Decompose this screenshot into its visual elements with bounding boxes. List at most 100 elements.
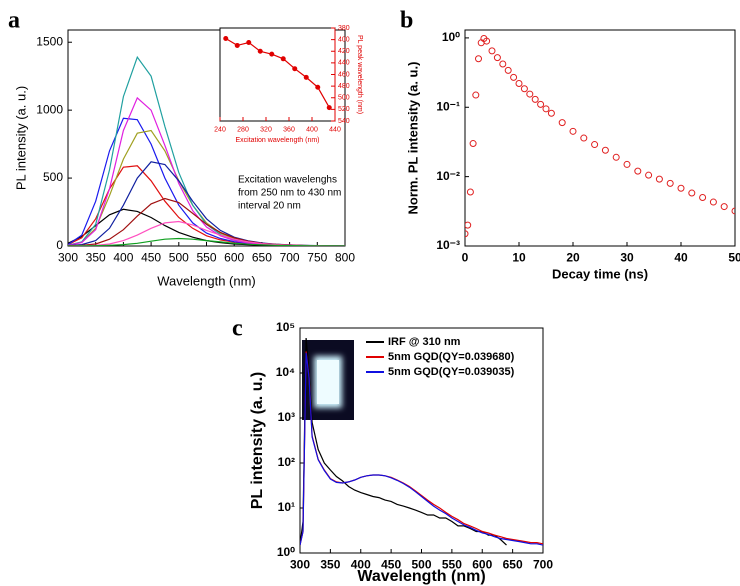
x-tick-label: 280 [237, 127, 249, 134]
data-point [558, 119, 566, 127]
plot-area [465, 35, 735, 238]
x-axis-title: Excitation wavelength (nm) [235, 137, 319, 144]
y-tick-label: 0 [56, 238, 63, 252]
x-tick-label: 650 [252, 251, 272, 265]
y-tick-label: 420 [338, 48, 350, 55]
data-point [472, 91, 480, 99]
x-tick-label: 30 [620, 251, 634, 265]
data-point [246, 40, 252, 46]
data-point [469, 140, 477, 148]
y-tick-label: 10⁻³ [436, 238, 460, 252]
x-tick-label: 500 [411, 558, 431, 572]
x-tick-label: 400 [113, 251, 133, 265]
series-line [300, 352, 543, 546]
y-tick-label: 10⁰ [442, 30, 460, 44]
x-tick-label: 350 [86, 251, 106, 265]
data-point [569, 127, 577, 135]
chart-panel: 300 350 400 450 500 550 600 650 700 750 800 0 500 100… [8, 8, 355, 289]
x-tick-label: 300 [290, 558, 310, 572]
x-tick-label: 700 [280, 251, 300, 265]
x-tick-label: 400 [351, 558, 371, 572]
chart-panel: 300 350 400 450 500 550 600 650 700 10⁰ 10¹ 10² 10³ 1… [232, 316, 553, 586]
x-tick-label: 320 [260, 127, 272, 134]
x-tick-label: 240 [214, 127, 226, 134]
y-axis-title: PL intensity (a. u.) [13, 86, 28, 190]
x-tick-label: 440 [329, 127, 341, 134]
y-tick-label: 380 [338, 25, 350, 32]
chart-panel: 240 280 320 360 400 440 380 400 420 440 460 480 500 5… [214, 25, 363, 144]
data-point [677, 184, 685, 192]
x-tick-label: 750 [307, 251, 327, 265]
y-tick-label: 500 [338, 95, 350, 102]
x-tick-label: 500 [169, 251, 189, 265]
data-point [483, 37, 491, 45]
data-point [699, 194, 707, 202]
x-tick-label: 800 [335, 251, 355, 265]
series-line [300, 337, 507, 546]
plot-area [68, 55, 345, 246]
plot-frame [219, 27, 336, 122]
data-point [315, 84, 321, 90]
data-point [601, 146, 609, 154]
data-point [465, 221, 472, 229]
y-tick-label: 10⁻¹ [436, 99, 460, 113]
panel-letter: c [232, 316, 243, 342]
data-point [303, 74, 309, 80]
x-axis-title: Wavelength (nm) [357, 568, 485, 585]
data-point [280, 56, 286, 62]
legend-label: IRF @ 310 nm [388, 336, 461, 348]
chart-panel: 0 10 20 30 40 50 10⁻³ 10⁻² 10⁻¹ 10⁰ Decay time (ns… [400, 8, 740, 282]
data-point [580, 134, 588, 142]
plot-area [223, 35, 332, 111]
data-point [623, 160, 631, 168]
x-tick-label: 700 [533, 558, 553, 572]
data-point [547, 109, 555, 117]
x-tick-label: 50 [728, 251, 740, 265]
data-point [520, 85, 528, 93]
data-point [591, 141, 599, 149]
data-point [537, 100, 545, 108]
data-point [688, 189, 696, 197]
y-tick-label: 480 [338, 83, 350, 90]
x-tick-label: 600 [472, 558, 492, 572]
data-point [465, 230, 469, 238]
x-tick-label: 300 [58, 251, 78, 265]
data-point [666, 179, 674, 187]
y-tick-label: 500 [43, 170, 63, 184]
x-tick-label: 350 [320, 558, 340, 572]
data-point [709, 198, 717, 206]
y-axis-title: PL intensity (a. u.) [249, 372, 266, 510]
data-point [475, 55, 482, 63]
data-point [645, 171, 653, 179]
y-axis-title: PL peak wavelength (nm) [356, 35, 363, 114]
annotation: interval 20 nm [238, 201, 301, 212]
data-point [488, 47, 496, 55]
y-tick-label: 10⁻² [436, 169, 460, 183]
series-line [68, 237, 345, 246]
data-point [504, 66, 512, 74]
data-point [223, 35, 229, 41]
y-tick-label: 10⁰ [277, 545, 295, 559]
photo-vial [317, 360, 339, 404]
y-tick-label: 10⁵ [276, 320, 295, 334]
plot-area [300, 337, 543, 546]
data-point [292, 66, 298, 72]
data-point [526, 90, 534, 98]
x-axis-title: Wavelength (nm) [157, 273, 256, 288]
data-point [655, 175, 663, 183]
y-tick-label: 10² [278, 455, 295, 469]
panel-letter: a [8, 8, 20, 34]
data-point [257, 48, 263, 54]
y-tick-label: 1500 [36, 34, 63, 48]
data-point [499, 60, 507, 68]
x-tick-label: 650 [503, 558, 523, 572]
legend: IRF @ 310 nm 5nm GQD(QY=0.039680) 5nm GQD(… [366, 336, 515, 378]
legend-label: 5nm GQD(QY=0.039035) [388, 366, 515, 378]
x-tick-label: 20 [566, 251, 580, 265]
data-point [269, 51, 275, 57]
data-point [531, 95, 539, 103]
x-tick-label: 550 [442, 558, 462, 572]
x-tick-label: 10 [512, 251, 526, 265]
